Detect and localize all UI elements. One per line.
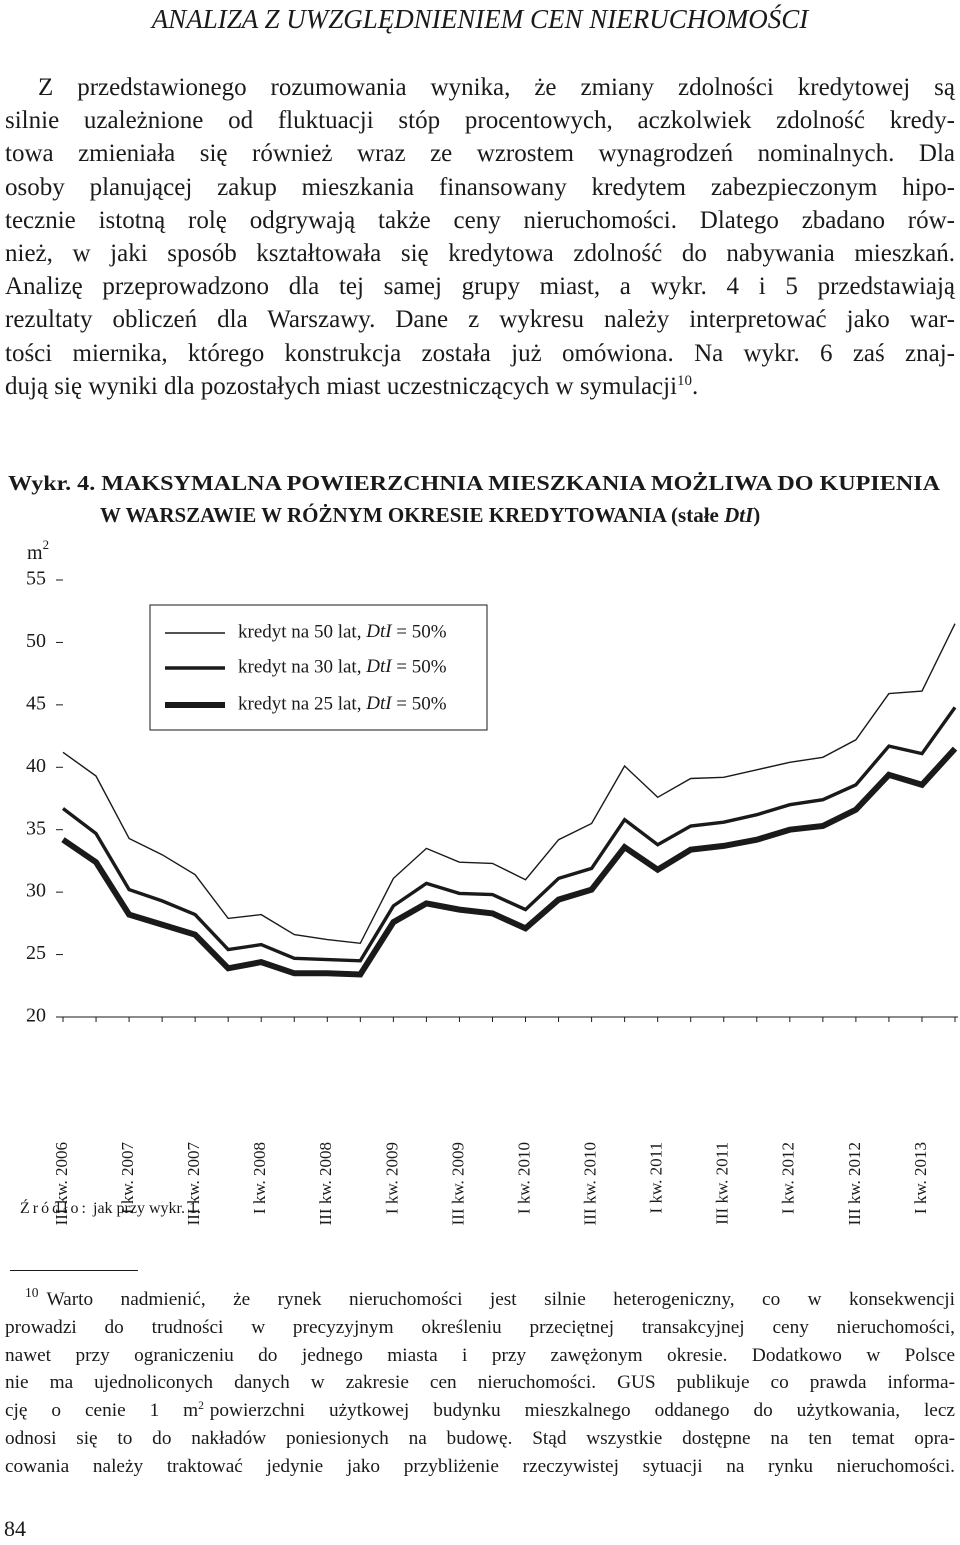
footnote-rule <box>10 1270 138 1271</box>
y-tick-label: 45 <box>26 692 46 714</box>
text-line: dują się wyniki dla pozostałych miast uc… <box>5 372 955 402</box>
text: Analizę przeprowadzono dla tej samej gru… <box>5 273 955 301</box>
x-tick-label: I kw. 2011 <box>647 1142 666 1213</box>
y-tick-label: 55 <box>26 568 46 590</box>
x-tick-label: I kw. 2007 <box>118 1142 137 1215</box>
footnote-line: cję o cenie 1 m2 powierzchni użytkowej bu… <box>5 1399 955 1423</box>
chart-title: Wykr. 4. MAKSYMALNA POWIERZCHNIA MIESZKA… <box>8 471 941 495</box>
text-line: tości miernika, którego konstrukcja zost… <box>5 339 955 369</box>
text: Warto nadmienić, że rynek nieruchomości … <box>46 1289 956 1310</box>
series-line <box>61 746 958 978</box>
text: prowadzi do trudności w precyzyjnym okre… <box>5 1316 955 1338</box>
x-tick-label: III kw. 2012 <box>845 1142 864 1225</box>
text: nież, w jaki sposób kształtowała się kre… <box>5 240 955 267</box>
text-line: Z przedstawionego rozumowania wynika, że… <box>38 73 955 103</box>
legend-label: kredyt na 50 lat, DtI = 50% <box>238 621 447 642</box>
footnote-line: prowadzi do trudności w precyzyjnym okre… <box>5 1316 955 1340</box>
footnote-line: odnosi się to do nakładów poniesionych n… <box>5 1427 955 1451</box>
y-tick-label: 35 <box>26 817 46 839</box>
text: tecznie istotną rolę odgrywają także cen… <box>5 206 955 234</box>
y-tick-label: 40 <box>26 755 46 777</box>
text: tości miernika, którego konstrukcja zost… <box>5 339 955 367</box>
source-text: jak przy wykr. 1. <box>93 1200 201 1217</box>
x-tick-label: I kw. 2010 <box>514 1142 533 1214</box>
running-header: ANALIZA Z UWZGLĘDNIENIEM CEN NIERUCHOMOŚ… <box>151 4 809 34</box>
y-axis-unit: m <box>27 542 43 564</box>
x-tick-label: I kw. 2009 <box>382 1142 401 1214</box>
x-tick-label: III kw. 2008 <box>316 1142 335 1225</box>
text: nie ma ujednoliconych danych w zakresie … <box>5 1372 955 1394</box>
superscript: 2 <box>198 1399 204 1413</box>
page-number: 84 <box>4 1516 26 1541</box>
text-line: Analizę przeprowadzono dla tej samej gru… <box>5 272 955 302</box>
text: towa zmieniała się również wraz ze wzros… <box>5 140 955 168</box>
text-line: rezultaty obliczeń dla Warszawy. Dane z … <box>5 305 955 335</box>
source: Źródło: jak przy wykr. 1. <box>20 1200 201 1218</box>
legend-label: kredyt na 25 lat, DtI = 50% <box>238 693 447 714</box>
text-line: osoby planującej zakup mieszkania finans… <box>5 173 955 203</box>
y-tick-label: 30 <box>26 880 46 902</box>
text-line: nież, w jaki sposób kształtowała się kre… <box>5 239 955 269</box>
x-tick-label: I kw. 2008 <box>250 1142 269 1214</box>
x-tick-label: III kw. 2011 <box>713 1142 732 1225</box>
x-tick-label: III kw. 2010 <box>580 1142 599 1225</box>
text: . <box>692 372 699 400</box>
text: silnie uzależnione od fluktuacji stóp pr… <box>5 107 955 135</box>
text: cję o cenie 1 m <box>5 1400 199 1422</box>
text: Z przedstawionego rozumowania wynika, że… <box>38 74 955 101</box>
text: dują się wyniki dla pozostałych miast uc… <box>5 372 678 400</box>
y-tick-label: 20 <box>26 1005 46 1027</box>
x-tick-label: III kw. 2009 <box>448 1142 467 1225</box>
text: cowania należy traktować jedynie jako pr… <box>5 1455 955 1477</box>
text: odnosi się to do nakładów poniesionych n… <box>5 1428 955 1449</box>
text: osoby planującej zakup mieszkania finans… <box>5 173 955 201</box>
footnote-number: 10 <box>25 1284 39 1300</box>
text: rezultaty obliczeń dla Warszawy. Dane z … <box>5 306 955 334</box>
chart-title: W WARSZAWIE W RÓŻNYM OKRESIE KREDYTOWANI… <box>100 503 760 527</box>
x-tick-label: III kw. 2006 <box>52 1142 71 1225</box>
footnote-line: nawet przy ograniczeniu do jednego miast… <box>5 1344 955 1368</box>
y-axis-unit-sup: 2 <box>43 537 50 552</box>
text-line: tecznie istotną rolę odgrywają także cen… <box>5 206 955 236</box>
text: powierzchni użytkowej budynku mieszkalne… <box>209 1400 955 1422</box>
text-line: towa zmieniała się również wraz ze wzros… <box>5 139 955 169</box>
footnote-line: nie ma ujednoliconych danych w zakresie … <box>5 1371 955 1395</box>
x-tick-label: III kw. 2007 <box>184 1142 203 1226</box>
source-label: Źródło: <box>20 1200 89 1217</box>
x-tick-label: I kw. 2013 <box>911 1142 930 1214</box>
series-line <box>61 706 957 963</box>
series-line <box>62 623 956 945</box>
footnote-line: cowania należy traktować jedynie jako pr… <box>5 1455 955 1479</box>
y-tick-label: 25 <box>26 942 46 964</box>
footnote-line: 10 Warto nadmienić, że rynek nieruchomośc… <box>25 1284 956 1312</box>
x-tick-label: I kw. 2012 <box>779 1142 798 1214</box>
footnote-ref: 10 <box>677 372 693 389</box>
y-axis-unit: m2 <box>27 537 49 564</box>
text: nawet przy ograniczeniu do jednego miast… <box>5 1344 955 1366</box>
legend-label: kredyt na 30 lat, DtI = 50% <box>238 656 447 677</box>
text-line: silnie uzależnione od fluktuacji stóp pr… <box>5 106 955 136</box>
y-tick-label: 50 <box>26 630 46 652</box>
